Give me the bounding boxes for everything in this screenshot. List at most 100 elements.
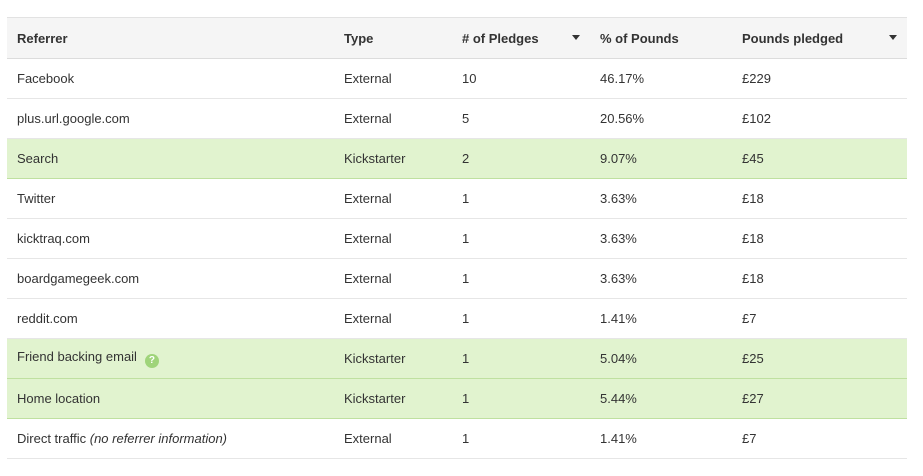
pledges-cell-text: 10	[462, 71, 477, 86]
pledges-cell: 1	[452, 258, 590, 299]
referrer-cell-text: Search	[17, 151, 59, 166]
percent-cell: 9.07%	[590, 138, 732, 179]
pounds-cell: £18	[732, 258, 907, 299]
percent-cell-text: 46.17%	[600, 71, 645, 86]
percent-cell-text: 5.04%	[600, 351, 637, 366]
pounds-cell: £7	[732, 418, 907, 459]
referrer-cell-text: Home location	[17, 391, 101, 406]
percent-cell-text: 1.41%	[600, 311, 637, 326]
pounds-cell: £229	[732, 58, 907, 99]
table-row: reddit.com External 1 1.41% £7	[7, 298, 907, 339]
pounds-cell-text: £25	[742, 351, 764, 366]
type-cell-text: External	[344, 311, 392, 326]
percent-cell: 5.44%	[590, 378, 732, 419]
percent-cell-text: 20.56%	[600, 111, 645, 126]
pounds-cell: £18	[732, 178, 907, 219]
column-header-referrer[interactable]: Referrer	[7, 17, 334, 59]
column-header-pounds-pledged[interactable]: Pounds pledged	[732, 17, 907, 59]
type-cell: External	[334, 218, 452, 259]
table-row: plus.url.google.com External 5 20.56% £102	[7, 98, 907, 139]
column-header-percent-pounds[interactable]: % of Pounds	[590, 17, 732, 59]
pledges-cell-text: 1	[462, 431, 470, 446]
pledges-cell-text: 1	[462, 391, 470, 406]
table-row: Search Kickstarter 2 9.07% £45	[7, 138, 907, 179]
type-cell-text: Kickstarter	[344, 391, 406, 406]
referrer-cell: Facebook	[7, 58, 334, 99]
pounds-cell: £45	[732, 138, 907, 179]
referrer-cell-text: kicktraq.com	[17, 231, 90, 246]
percent-cell: 5.04%	[590, 338, 732, 379]
pounds-cell: £7	[732, 298, 907, 339]
referrer-cell: plus.url.google.com	[7, 98, 334, 139]
type-cell-text: Kickstarter	[344, 151, 406, 166]
column-header-type[interactable]: Type	[334, 17, 452, 59]
referrer-cell: Friend backing email?	[7, 338, 334, 379]
referrer-cell: reddit.com	[7, 298, 334, 339]
type-cell: External	[334, 298, 452, 339]
column-header-pledges[interactable]: # of Pledges	[452, 17, 590, 59]
column-header-label: Referrer	[17, 30, 68, 46]
type-cell-text: External	[344, 191, 392, 206]
pledges-cell: 10	[452, 58, 590, 99]
sort-desc-icon[interactable]	[572, 35, 580, 40]
percent-cell-text: 3.63%	[600, 271, 637, 286]
pledges-cell-text: 1	[462, 231, 470, 246]
referrer-cell: kicktraq.com	[7, 218, 334, 259]
table-row: Home location Kickstarter 1 5.44% £27	[7, 378, 907, 419]
percent-cell: 46.17%	[590, 58, 732, 99]
referrer-cell-text: Direct traffic	[17, 431, 87, 446]
referrer-cell-text: Facebook	[17, 71, 75, 86]
referrer-note: (no referrer information)	[89, 431, 228, 446]
referrer-cell: Search	[7, 138, 334, 179]
table-header: Referrer Type # of Pledges % of Pounds P…	[7, 17, 907, 59]
pounds-cell: £25	[732, 338, 907, 379]
pounds-cell-text: £18	[742, 191, 764, 206]
pledges-cell: 1	[452, 378, 590, 419]
percent-cell: 3.63%	[590, 258, 732, 299]
referrer-stats-table: Referrer Type # of Pledges % of Pounds P…	[7, 17, 907, 459]
column-header-label: # of Pledges	[462, 30, 539, 46]
percent-cell-text: 5.44%	[600, 391, 637, 406]
type-cell: External	[334, 418, 452, 459]
table-row: Twitter External 1 3.63% £18	[7, 178, 907, 219]
pounds-cell-text: £45	[742, 151, 764, 166]
referrer-cell: Twitter	[7, 178, 334, 219]
table-row: Friend backing email? Kickstarter 1 5.04% £2…	[7, 338, 907, 379]
referrer-cell-text: plus.url.google.com	[17, 111, 130, 126]
percent-cell-text: 1.41%	[600, 431, 637, 446]
pledges-cell-text: 1	[462, 351, 470, 366]
pounds-cell-text: £102	[742, 111, 771, 126]
percent-cell-text: 9.07%	[600, 151, 637, 166]
sort-desc-icon[interactable]	[889, 35, 897, 40]
percent-cell-text: 3.63%	[600, 231, 637, 246]
pledges-cell-text: 1	[462, 271, 470, 286]
pounds-cell-text: £229	[742, 71, 771, 86]
table-body: Facebook External 10 46.17% £229 plus.url.goo…	[7, 58, 907, 459]
pledges-cell-text: 1	[462, 191, 470, 206]
percent-cell: 1.41%	[590, 298, 732, 339]
type-cell: External	[334, 178, 452, 219]
table-row: Direct traffic (no referrer information)…	[7, 418, 907, 459]
pledges-cell: 1	[452, 178, 590, 219]
type-cell-text: External	[344, 71, 392, 86]
pounds-cell: £18	[732, 218, 907, 259]
referrer-cell: boardgamegeek.com	[7, 258, 334, 299]
percent-cell: 20.56%	[590, 98, 732, 139]
referrer-cell: Home location	[7, 378, 334, 419]
column-header-label: Type	[344, 30, 374, 46]
column-header-label: % of Pounds	[600, 30, 679, 46]
pledges-cell-text: 2	[462, 151, 470, 166]
pledges-cell: 1	[452, 338, 590, 379]
type-cell-text: External	[344, 111, 392, 126]
pounds-cell-text: £18	[742, 231, 764, 246]
referrer-stats-table-wrap: Referrer Type # of Pledges % of Pounds P…	[7, 17, 907, 459]
referrer-cell: Direct traffic (no referrer information)	[7, 418, 334, 459]
pledges-cell: 1	[452, 418, 590, 459]
type-cell: External	[334, 98, 452, 139]
pounds-cell: £27	[732, 378, 907, 419]
type-cell: Kickstarter	[334, 138, 452, 179]
help-icon[interactable]: ?	[144, 354, 159, 368]
type-cell-text: Kickstarter	[344, 351, 406, 366]
pounds-cell-text: £7	[742, 431, 757, 446]
percent-cell: 1.41%	[590, 418, 732, 459]
